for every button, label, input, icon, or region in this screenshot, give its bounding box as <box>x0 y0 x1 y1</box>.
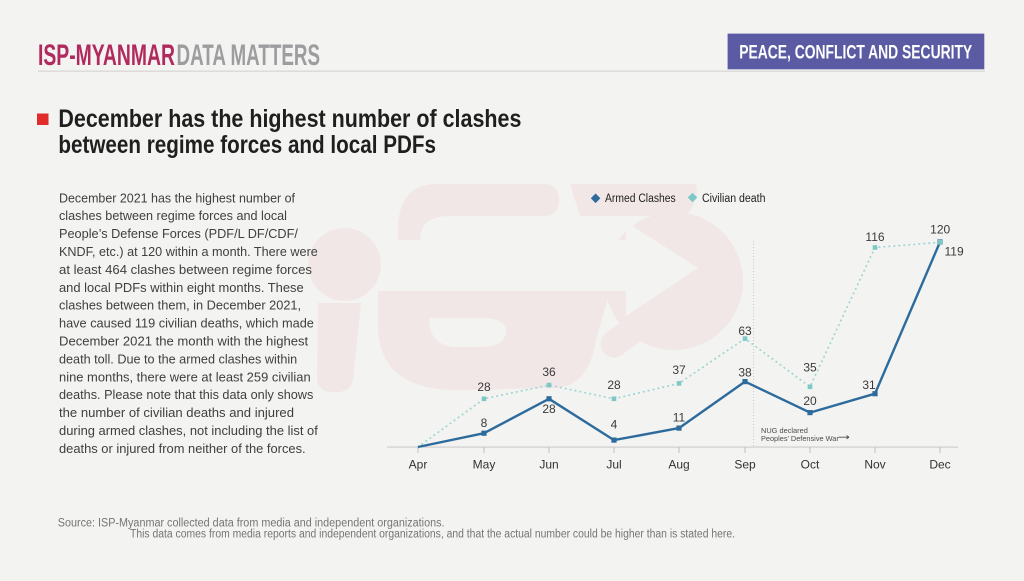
svg-text:have caused 119 civilian death: have caused 119 civilian deaths, which m… <box>59 317 314 331</box>
svg-text:Source: ISP-Myanmar collected: Source: ISP-Myanmar collected data from … <box>58 517 445 529</box>
svg-text:Nov: Nov <box>864 458 885 472</box>
svg-text:May: May <box>473 458 496 472</box>
svg-text:35: 35 <box>803 361 817 375</box>
svg-text:20: 20 <box>803 394 817 408</box>
svg-text:NUG declared: NUG declared <box>761 426 808 435</box>
svg-text:28: 28 <box>477 380 491 394</box>
svg-text:Armed Clashes: Armed Clashes <box>605 193 676 205</box>
svg-text:Dec: Dec <box>929 458 950 472</box>
svg-text:and local PDFs within eight mo: and local PDFs within eight months. Thes… <box>59 281 304 295</box>
svg-text:at least 464 clashes between r: at least 464 clashes between regime forc… <box>59 263 312 277</box>
svg-text:deaths or injured from neither: deaths or injured from neither of the fo… <box>59 442 306 456</box>
svg-text:28: 28 <box>607 378 621 392</box>
svg-text:during armed clashes, not incl: during armed clashes, not including the … <box>59 424 318 438</box>
svg-text:KNDF, etc.) at 120 within a mo: KNDF, etc.) at 120 within a month. There… <box>59 245 318 259</box>
svg-text:This data comes from media rep: This data comes from media reports and i… <box>130 529 735 541</box>
svg-text:Civilian death: Civilian death <box>702 193 766 205</box>
svg-text:People’s Defense Forces (PDF/L: People’s Defense Forces (PDF/L DF/CDF/ <box>59 227 298 241</box>
svg-text:clashes between regime forces: clashes between regime forces and local <box>59 209 287 223</box>
svg-text:11: 11 <box>673 411 686 425</box>
svg-text:December has the highest numbe: December has the highest number of clash… <box>58 105 521 133</box>
svg-text:38: 38 <box>738 366 752 380</box>
svg-text:December 2021 has the highest: December 2021 has the highest number of <box>59 191 296 205</box>
svg-text:December 2021 the month with t: December 2021 the month with the highest <box>59 335 309 349</box>
svg-text:4: 4 <box>611 418 618 432</box>
svg-text:nine months, there were at lea: nine months, there were at least 259 civ… <box>59 370 311 384</box>
svg-text:Apr: Apr <box>409 458 428 472</box>
svg-text:36: 36 <box>542 365 556 379</box>
svg-text:Jun: Jun <box>539 458 558 472</box>
svg-text:120: 120 <box>930 223 950 237</box>
svg-text:37: 37 <box>672 363 686 377</box>
svg-text:8: 8 <box>481 416 488 430</box>
svg-text:63: 63 <box>738 324 752 338</box>
svg-text:Aug: Aug <box>668 458 689 472</box>
svg-text:the number of civilian deaths: the number of civilian deaths and injure… <box>59 406 294 420</box>
svg-text:deaths. Please note that this: deaths. Please note that this data only … <box>59 388 313 402</box>
svg-text:Jul: Jul <box>606 458 621 472</box>
svg-text:119: 119 <box>945 245 964 259</box>
svg-text:31: 31 <box>862 378 876 392</box>
svg-text:DATA MATTERS: DATA MATTERS <box>177 39 321 72</box>
svg-text:clashes between them, in Decem: clashes between them, in December 2021, <box>59 299 301 313</box>
svg-text:ISP-MYANMAR: ISP-MYANMAR <box>38 39 175 72</box>
svg-text:Oct: Oct <box>801 458 820 472</box>
svg-text:28: 28 <box>542 402 556 416</box>
svg-text:between regime forces and loca: between regime forces and local PDFs <box>58 131 436 159</box>
svg-text:Sep: Sep <box>734 458 756 472</box>
svg-text:PEACE, CONFLICT AND SECURITY: PEACE, CONFLICT AND SECURITY <box>739 43 972 64</box>
svg-text:116: 116 <box>865 230 884 244</box>
svg-text:death toll. Due to the armed c: death toll. Due to the armed clashes wit… <box>59 352 297 366</box>
svg-text:Peoples’ Defensive War: Peoples’ Defensive War <box>761 434 839 443</box>
